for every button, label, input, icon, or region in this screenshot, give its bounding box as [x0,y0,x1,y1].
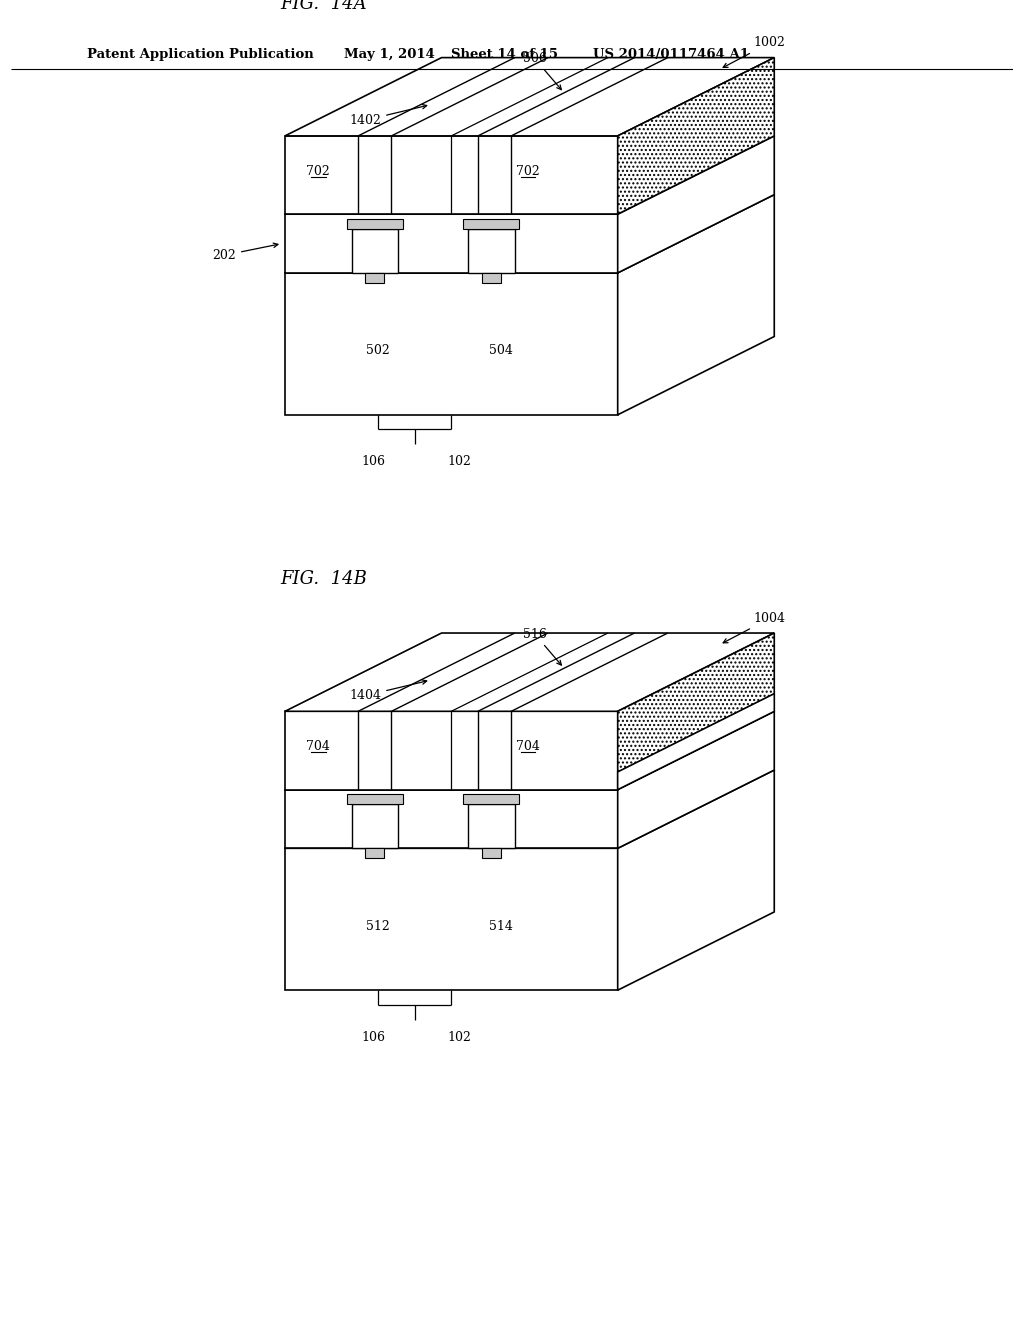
Polygon shape [482,849,501,858]
Polygon shape [285,770,774,849]
Polygon shape [285,214,617,273]
Text: 106: 106 [361,1031,385,1044]
Text: 106: 106 [361,455,385,469]
Polygon shape [285,634,774,711]
Text: US 2014/0117464 A1: US 2014/0117464 A1 [593,48,750,61]
Text: Patent Application Publication: Patent Application Publication [87,48,314,61]
Polygon shape [617,711,774,849]
Polygon shape [482,273,501,282]
Text: Sheet 14 of 15: Sheet 14 of 15 [452,48,558,61]
Polygon shape [366,849,384,858]
Text: 702: 702 [306,165,330,178]
Text: 102: 102 [447,455,471,469]
Polygon shape [285,136,617,214]
Text: 504: 504 [489,345,513,358]
Polygon shape [468,804,514,849]
Polygon shape [285,58,774,136]
Polygon shape [285,711,774,789]
Text: May 1, 2014: May 1, 2014 [344,48,434,61]
Polygon shape [346,219,403,228]
Text: 704: 704 [516,741,540,752]
Text: FIG.  14A: FIG. 14A [281,0,367,13]
Text: 1004: 1004 [723,612,785,643]
Text: 502: 502 [367,345,390,358]
Text: 506: 506 [523,51,561,90]
Polygon shape [617,194,774,414]
Polygon shape [617,634,774,789]
Polygon shape [617,136,774,273]
Text: 1002: 1002 [723,37,785,67]
Polygon shape [285,789,617,849]
Polygon shape [617,58,774,214]
Polygon shape [285,849,617,990]
Polygon shape [468,228,514,273]
Text: 512: 512 [367,920,390,933]
Polygon shape [346,795,403,804]
Polygon shape [351,804,398,849]
Text: 516: 516 [523,627,561,665]
Polygon shape [285,194,774,273]
Text: 1404: 1404 [349,680,427,702]
Polygon shape [285,273,617,414]
Text: 202: 202 [212,243,278,261]
Polygon shape [285,711,617,789]
Text: 514: 514 [489,920,513,933]
Polygon shape [285,136,774,214]
Polygon shape [351,228,398,273]
Polygon shape [366,273,384,282]
Polygon shape [617,694,774,789]
Polygon shape [617,770,774,990]
Text: FIG.  14B: FIG. 14B [281,570,367,589]
Text: 704: 704 [306,741,330,752]
Text: 702: 702 [516,165,540,178]
Polygon shape [463,795,519,804]
Text: 1402: 1402 [349,104,427,127]
Text: 102: 102 [447,1031,471,1044]
Polygon shape [463,219,519,228]
